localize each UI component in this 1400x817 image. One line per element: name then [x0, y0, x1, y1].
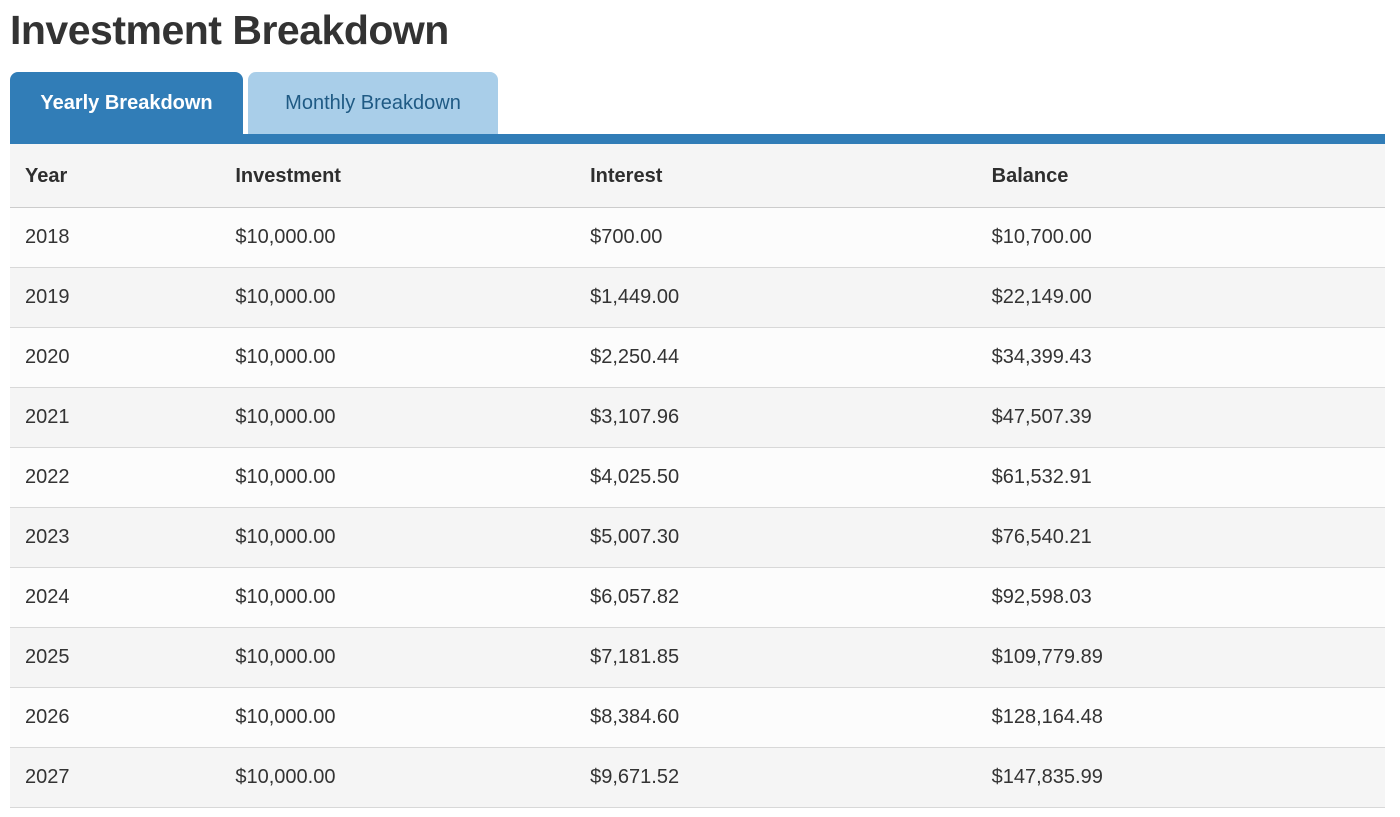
cell-balance: $47,507.39: [976, 387, 1385, 448]
cell-interest: $4,025.50: [575, 447, 977, 508]
cell-balance: $10,700.00: [976, 207, 1385, 268]
breakdown-tabs: Yearly Breakdown Monthly Breakdown: [10, 72, 1385, 134]
cell-investment: $10,000.00: [220, 687, 576, 748]
cell-year: 2022: [10, 447, 221, 508]
page-title: Investment Breakdown: [10, 7, 449, 53]
cell-interest: $6,057.82: [575, 567, 977, 628]
cell-balance: $76,540.21: [976, 507, 1385, 568]
tab-underline-bar: [10, 134, 1385, 144]
table-row: 2019 $10,000.00 $1,449.00 $22,149.00: [10, 267, 1385, 328]
cell-investment: $10,000.00: [220, 627, 576, 688]
cell-year: 2023: [10, 507, 221, 568]
cell-year: 2026: [10, 687, 221, 748]
cell-investment: $10,000.00: [220, 447, 576, 508]
cell-interest: $5,007.30: [575, 507, 977, 568]
cell-investment: $10,000.00: [220, 327, 576, 388]
cell-interest: $9,671.52: [575, 747, 977, 808]
table-row: 2018 $10,000.00 $700.00 $10,700.00: [10, 207, 1385, 268]
cell-year: 2027: [10, 747, 221, 808]
cell-investment: $10,000.00: [220, 567, 576, 628]
table-body: 2018 $10,000.00 $700.00 $10,700.00 2019 …: [10, 207, 1385, 808]
table-row: 2025 $10,000.00 $7,181.85 $109,779.89: [10, 627, 1385, 688]
cell-investment: $10,000.00: [220, 507, 576, 568]
cell-investment: $10,000.00: [220, 387, 576, 448]
cell-balance: $109,779.89: [976, 627, 1385, 688]
tab-monthly-breakdown-label: Monthly Breakdown: [285, 91, 461, 114]
cell-interest: $3,107.96: [575, 387, 977, 448]
cell-year: 2018: [10, 207, 221, 268]
cell-balance: $147,835.99: [976, 747, 1385, 808]
table-header-row: Year Investment Interest Balance: [10, 144, 1385, 208]
tab-yearly-breakdown[interactable]: Yearly Breakdown: [10, 72, 243, 134]
column-header-balance: Balance: [976, 144, 1385, 208]
cell-balance: $22,149.00: [976, 267, 1385, 328]
cell-interest: $1,449.00: [575, 267, 977, 328]
cell-year: 2020: [10, 327, 221, 388]
cell-interest: $8,384.60: [575, 687, 977, 748]
cell-year: 2025: [10, 627, 221, 688]
cell-balance: $34,399.43: [976, 327, 1385, 388]
cell-investment: $10,000.00: [220, 207, 576, 268]
cell-interest: $7,181.85: [575, 627, 977, 688]
cell-balance: $128,164.48: [976, 687, 1385, 748]
cell-year: 2021: [10, 387, 221, 448]
yearly-breakdown-table: Year Investment Interest Balance 2018 $1…: [10, 144, 1385, 808]
table-header: Year Investment Interest Balance: [10, 144, 1385, 208]
column-header-interest: Interest: [575, 144, 977, 208]
cell-interest: $700.00: [575, 207, 977, 268]
table-row: 2024 $10,000.00 $6,057.82 $92,598.03: [10, 567, 1385, 628]
cell-year: 2024: [10, 567, 221, 628]
table-row: 2026 $10,000.00 $8,384.60 $128,164.48: [10, 687, 1385, 748]
cell-investment: $10,000.00: [220, 747, 576, 808]
column-header-year: Year: [10, 144, 221, 208]
tab-yearly-breakdown-label: Yearly Breakdown: [40, 91, 213, 114]
cell-investment: $10,000.00: [220, 267, 576, 328]
column-header-investment: Investment: [220, 144, 576, 208]
table-row: 2023 $10,000.00 $5,007.30 $76,540.21: [10, 507, 1385, 568]
cell-balance: $61,532.91: [976, 447, 1385, 508]
cell-year: 2019: [10, 267, 221, 328]
cell-balance: $92,598.03: [976, 567, 1385, 628]
table-row: 2021 $10,000.00 $3,107.96 $47,507.39: [10, 387, 1385, 448]
table-row: 2022 $10,000.00 $4,025.50 $61,532.91: [10, 447, 1385, 508]
tab-monthly-breakdown[interactable]: Monthly Breakdown: [248, 72, 498, 134]
cell-interest: $2,250.44: [575, 327, 977, 388]
table-row: 2027 $10,000.00 $9,671.52 $147,835.99: [10, 747, 1385, 808]
table-row: 2020 $10,000.00 $2,250.44 $34,399.43: [10, 327, 1385, 388]
